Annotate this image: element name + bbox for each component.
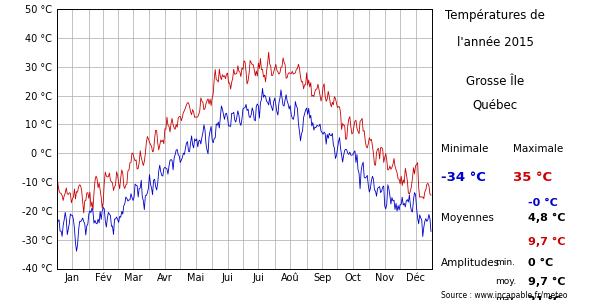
Text: Températures de: Températures de [445,9,545,22]
Text: Amplitudes: Amplitudes [441,258,500,268]
Text: -0 °C: -0 °C [528,198,558,208]
Text: 9,7 °C: 9,7 °C [528,277,566,287]
Text: Grosse Île: Grosse Île [466,75,524,88]
Text: 21 °C: 21 °C [528,296,561,300]
Text: 4,8 °C: 4,8 °C [528,213,566,223]
Text: Maximale: Maximale [513,144,563,154]
Text: Source : www.incapable.fr/meteo: Source : www.incapable.fr/meteo [441,291,568,300]
Text: moy.: moy. [495,277,516,286]
Text: Minimale: Minimale [441,144,488,154]
Text: l'année 2015: l'année 2015 [457,36,533,49]
Text: Moyennes: Moyennes [441,213,494,223]
Text: -34 °C: -34 °C [441,171,486,184]
Text: Québec: Québec [472,99,518,112]
Text: 0 °C: 0 °C [528,258,553,268]
Text: max.: max. [495,296,517,300]
Text: 9,7 °C: 9,7 °C [528,237,566,247]
Text: min.: min. [495,258,515,267]
Text: 35 °C: 35 °C [513,171,552,184]
